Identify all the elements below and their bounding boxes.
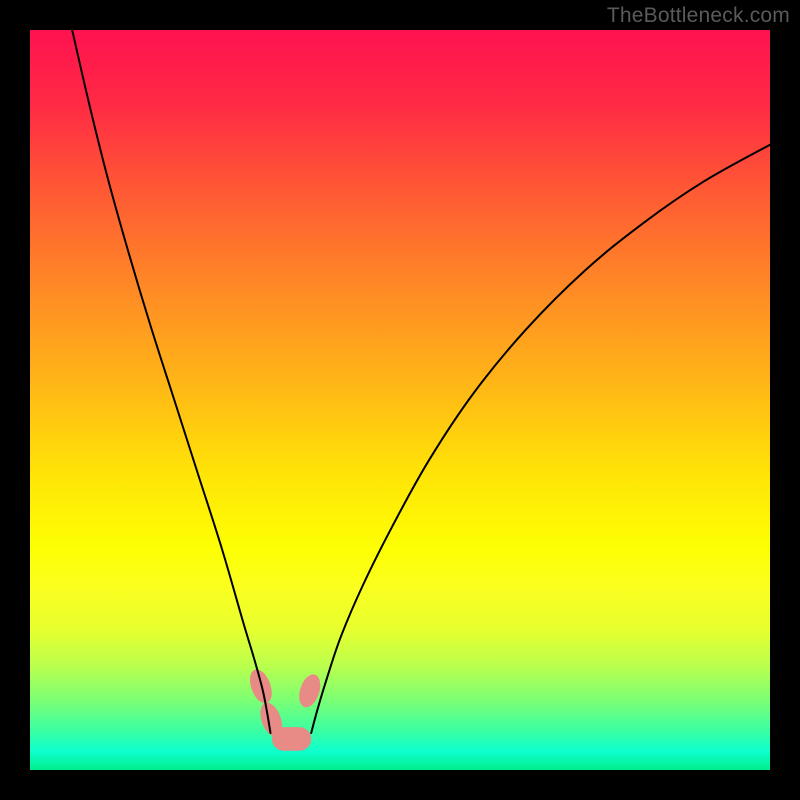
watermark-text: TheBottleneck.com xyxy=(607,4,790,28)
plot-area xyxy=(30,30,770,770)
gradient-background xyxy=(30,30,770,770)
plot-svg xyxy=(30,30,770,770)
chart-canvas: TheBottleneck.com xyxy=(0,0,800,800)
